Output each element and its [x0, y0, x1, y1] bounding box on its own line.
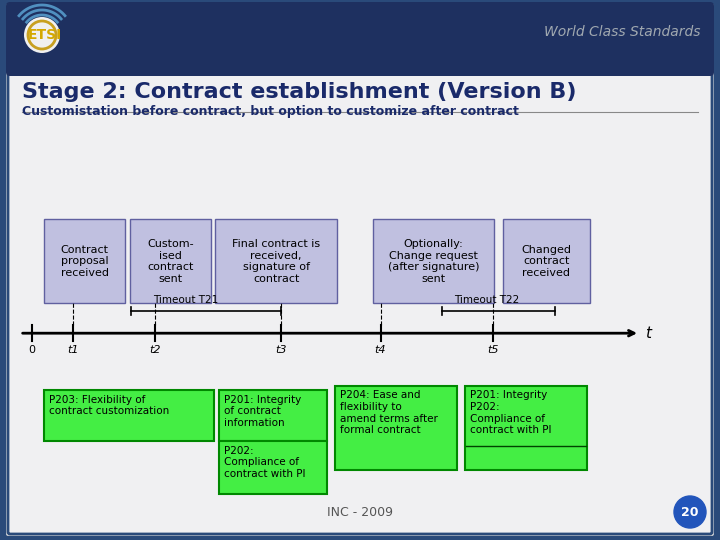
Text: Customistation before contract, but option to customize after contract: Customistation before contract, but opti… — [22, 105, 519, 118]
Text: 20: 20 — [681, 505, 698, 518]
Circle shape — [24, 17, 60, 53]
FancyBboxPatch shape — [130, 219, 210, 303]
Text: Timeout T21: Timeout T21 — [153, 295, 218, 305]
Text: P201: Integrity
P202:
Compliance of
contract with PI: P201: Integrity P202: Compliance of cont… — [470, 390, 552, 435]
Text: t1: t1 — [67, 345, 78, 355]
FancyBboxPatch shape — [503, 219, 590, 303]
FancyBboxPatch shape — [4, 2, 716, 538]
Text: Custom-
ised
contract
sent: Custom- ised contract sent — [147, 239, 194, 284]
Text: P201: Integrity
of contract
information: P201: Integrity of contract information — [224, 395, 301, 428]
FancyBboxPatch shape — [219, 389, 327, 441]
Text: Optionally:
Change request
(after signature)
sent: Optionally: Change request (after signat… — [388, 239, 480, 284]
FancyBboxPatch shape — [219, 441, 327, 494]
Text: Changed
contract
received: Changed contract received — [521, 245, 572, 278]
Text: 0: 0 — [28, 345, 35, 355]
Text: P203: Flexibility of
contract customization: P203: Flexibility of contract customizat… — [50, 395, 170, 416]
Text: World Class Standards: World Class Standards — [544, 25, 700, 39]
FancyBboxPatch shape — [6, 2, 714, 76]
FancyBboxPatch shape — [10, 8, 710, 70]
FancyBboxPatch shape — [45, 219, 125, 303]
Text: ETSI: ETSI — [28, 28, 62, 42]
Text: Timeout T22: Timeout T22 — [454, 295, 519, 305]
Text: P202:
Compliance of
contract with PI: P202: Compliance of contract with PI — [224, 446, 305, 479]
FancyBboxPatch shape — [335, 386, 456, 469]
Text: Final contract is
received,
signature of
contract: Final contract is received, signature of… — [232, 239, 320, 284]
Text: t5: t5 — [487, 345, 499, 355]
FancyBboxPatch shape — [373, 219, 495, 303]
Text: P204: Ease and
flexibility to
amend terms after
formal contract: P204: Ease and flexibility to amend term… — [340, 390, 438, 435]
FancyBboxPatch shape — [8, 6, 712, 534]
Circle shape — [674, 496, 706, 528]
FancyBboxPatch shape — [465, 386, 587, 469]
Text: Contract
proposal
received: Contract proposal received — [60, 245, 109, 278]
Text: t4: t4 — [375, 345, 386, 355]
Text: Stage 2: Contract establishment (Version B): Stage 2: Contract establishment (Version… — [22, 82, 577, 102]
FancyBboxPatch shape — [215, 219, 337, 303]
Text: t: t — [645, 326, 651, 341]
Text: t2: t2 — [149, 345, 161, 355]
FancyBboxPatch shape — [45, 389, 214, 441]
Text: INC - 2009: INC - 2009 — [327, 505, 393, 518]
Text: t3: t3 — [276, 345, 287, 355]
